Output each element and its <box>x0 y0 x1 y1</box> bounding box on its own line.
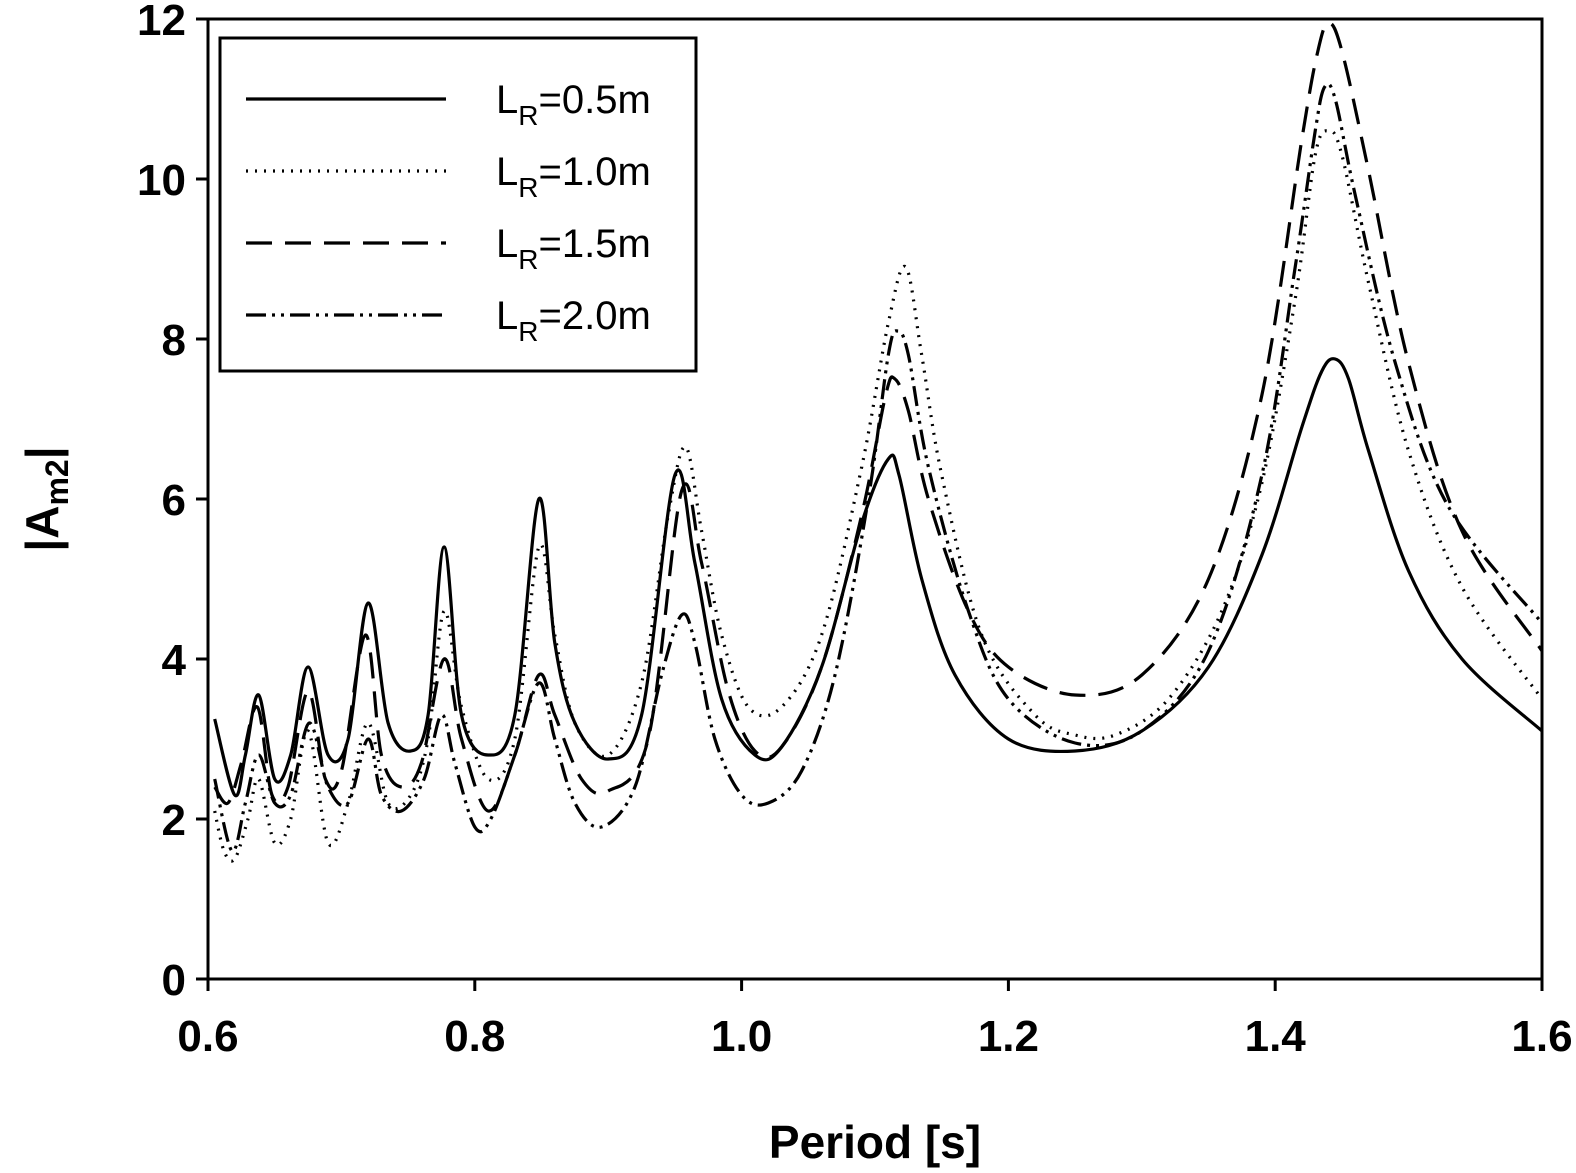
x-tick-label: 1.0 <box>711 1012 772 1061</box>
x-tick-label: 1.4 <box>1245 1012 1307 1061</box>
y-tick-label: 6 <box>162 476 186 525</box>
legend: LR=0.5m LR=1.0m LR=1.5m LR=2.0m <box>218 36 698 373</box>
y-axis-title-sub: m2 <box>39 459 75 505</box>
legend-label-4: LR=2.0m <box>496 294 651 347</box>
y-tick-label: 10 <box>137 156 186 205</box>
tick-labels: 0.6 0.8 1.0 1.2 1.4 1.6 0 2 4 6 8 10 12 <box>137 0 1573 1061</box>
plot-lines <box>213 21 1544 863</box>
x-tick-label: 0.6 <box>177 1012 238 1061</box>
y-axis-title-main: |A <box>16 506 68 552</box>
y-tick-label: 8 <box>162 316 186 365</box>
y-axis-title: |Am2| <box>16 446 75 551</box>
y-tick-label: 12 <box>137 0 186 45</box>
legend-label-3: LR=1.5m <box>496 222 651 275</box>
x-tick-label: 1.2 <box>978 1012 1039 1061</box>
x-axis-title: Period [s] <box>769 1116 981 1168</box>
x-tick-label: 0.8 <box>444 1012 505 1061</box>
y-tick-label: 4 <box>162 636 187 685</box>
y-tick-label: 0 <box>162 956 186 1005</box>
svg-text:|Am2|: |Am2| <box>16 446 75 551</box>
legend-label-2: LR=1.0m <box>496 150 651 203</box>
x-tick-label: 1.6 <box>1511 1012 1572 1061</box>
ticks <box>196 17 1544 991</box>
series-line-4 <box>213 82 1544 853</box>
legend-label-1: LR=0.5m <box>496 78 651 131</box>
series-line-3 <box>213 21 1544 813</box>
y-tick-label: 2 <box>162 796 186 845</box>
y-axis-title-end: | <box>16 446 68 459</box>
